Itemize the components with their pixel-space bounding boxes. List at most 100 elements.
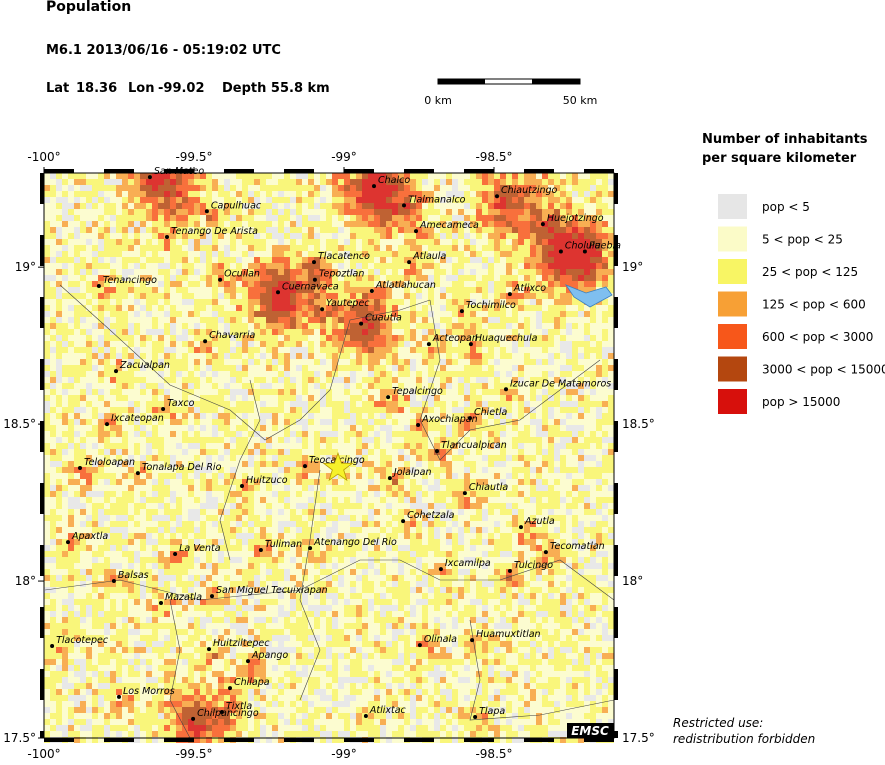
lon-tick-label: -99° (331, 747, 357, 761)
town-label: Tixtla (226, 701, 252, 712)
legend-swatch (718, 291, 747, 317)
town-dot (416, 423, 421, 428)
lat-tick-label: 18° (15, 574, 36, 588)
town-label: Cuautla (365, 313, 402, 324)
epicenter (322, 451, 354, 482)
lon-tick-label: -99° (331, 150, 357, 164)
frame-segment (284, 169, 314, 173)
town-label: Azutla (524, 516, 555, 527)
town-dot (218, 277, 223, 282)
frame-segment (164, 169, 194, 173)
density-layer (56, 173, 608, 743)
frame-segment (40, 235, 44, 266)
town-dot (258, 547, 263, 552)
legend-label: pop < 5 (762, 200, 810, 214)
frame-segment (614, 483, 618, 514)
lon-tick-label: -100° (27, 150, 60, 164)
town-label: Chiautzingo (501, 185, 558, 196)
frame-segment (614, 359, 618, 390)
town-label: Cohetzala (407, 510, 454, 521)
town-label: Axochiapan (421, 414, 478, 425)
town-dot (414, 229, 418, 234)
note: Restricted use: (673, 716, 763, 730)
lon-tick-label: -100° (27, 747, 60, 761)
town-label: Atenango Del Rio (313, 537, 397, 548)
legend-title: Number of inhabitants (702, 132, 868, 147)
town-dot (519, 525, 523, 530)
town-dot (507, 292, 512, 297)
town-dot (78, 466, 82, 471)
lake (564, 284, 613, 308)
frame-segment (40, 731, 44, 738)
town-dot (159, 601, 163, 606)
frame-segment (44, 169, 74, 173)
town-dot (96, 284, 101, 288)
frame-segment (614, 421, 618, 452)
town-label: Puebla (589, 240, 621, 251)
town-dot (504, 387, 508, 392)
lon-tick-label: -98.5° (475, 150, 512, 164)
scale-end: 50 km (563, 94, 598, 107)
town-dot (417, 643, 422, 648)
town-label: Huitzuco (246, 475, 288, 486)
town-label: Mazatla (165, 592, 202, 603)
town-dot (372, 184, 376, 189)
boundary (469, 619, 615, 721)
title: Population (46, 0, 131, 15)
town-label: Acteopan (432, 333, 478, 344)
town-label: Tlacotepec (56, 635, 109, 646)
density-layer (140, 173, 608, 743)
town-label: Jolalpan (392, 467, 432, 478)
frame-segment (40, 545, 44, 576)
frame-segment (40, 173, 44, 204)
frame-segment (224, 169, 254, 173)
town-dot (407, 260, 412, 265)
frame-segment (40, 483, 44, 514)
town-label: Teloloapan (84, 457, 135, 468)
depth: Depth 55.8 km (222, 81, 330, 96)
frame-segment (464, 738, 494, 742)
frame-segment (614, 173, 618, 204)
town-label: Apango (251, 650, 288, 661)
lon-tick-label: -99.5° (175, 150, 212, 164)
frame-segment (614, 731, 618, 738)
town-label: Taxco (167, 398, 194, 409)
frame-segment (40, 669, 44, 700)
frame-segment (464, 169, 494, 173)
frame-segment (404, 169, 434, 173)
frame-segment (164, 738, 194, 742)
town-dot (308, 546, 313, 551)
town-dot (147, 175, 152, 180)
town-label: Los Morros (123, 686, 175, 697)
town-label: Huitziltepec (213, 638, 270, 649)
town-dot (582, 249, 587, 254)
town-label: Balsas (118, 570, 149, 581)
frame-segment (584, 738, 614, 742)
frame-segment (40, 607, 44, 638)
lat-label: Lat (46, 81, 69, 96)
map: Chalco Tlalmanalco Amecameca Atlaula San Mat… (38, 166, 621, 743)
town-label: Tlapa (479, 706, 505, 717)
town-label: San Miguel Tecuixiapan (216, 585, 328, 596)
note: redistribution forbidden (673, 732, 815, 746)
logo-box (567, 723, 614, 738)
town-label: Atlixco (513, 283, 546, 294)
town-dot (50, 644, 55, 649)
map-frame (43, 172, 615, 739)
density-layer (44, 173, 614, 743)
town-dot (207, 647, 211, 652)
town-dot (135, 471, 140, 476)
town-label: Atlaula (412, 251, 446, 262)
legend-title: per square kilometer (702, 151, 857, 166)
town-label: Huaquechula (475, 333, 538, 344)
lat-tick-label: 18.5° (622, 417, 655, 431)
legend-label: 125 < pop < 600 (762, 298, 866, 312)
frame-segment (584, 169, 614, 173)
town-dot (276, 290, 280, 295)
town-dot (117, 694, 121, 699)
frame-segment (344, 738, 374, 742)
town-label: Tonalapa Del Rio (142, 462, 222, 473)
town-label: Huamuxtitlan (476, 629, 540, 640)
frame-segment (104, 738, 134, 742)
town-dot (111, 579, 116, 584)
